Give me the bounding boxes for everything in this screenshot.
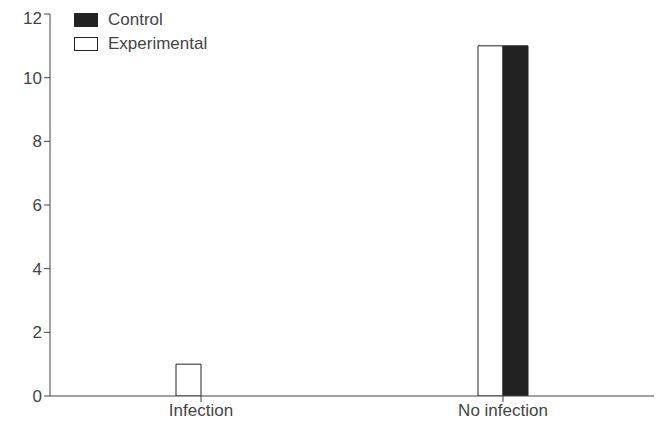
svg-text:6: 6	[33, 196, 42, 215]
svg-text:0: 0	[33, 387, 42, 406]
svg-text:2: 2	[33, 323, 42, 342]
svg-text:12: 12	[23, 9, 42, 28]
html-text:Control: Control	[108, 10, 163, 29]
svg-text:4: 4	[33, 260, 42, 279]
svg-text:10: 10	[23, 69, 42, 88]
html-text:Experimental: Experimental	[108, 34, 208, 53]
svg-text:Infection: Infection	[169, 401, 233, 420]
svg-text:8: 8	[33, 132, 42, 151]
svg-text:No infection: No infection	[458, 401, 548, 420]
